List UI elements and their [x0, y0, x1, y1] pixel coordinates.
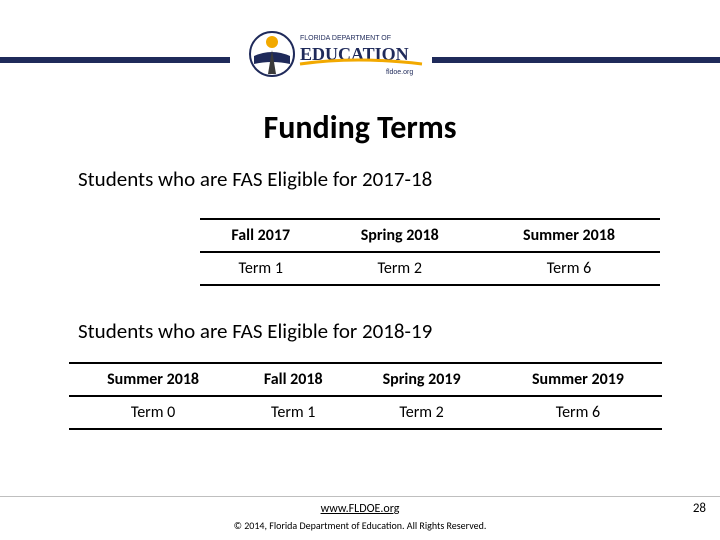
col-header: Summer 2019 [494, 363, 662, 396]
table-row: Term 0 Term 1 Term 2 Term 6 [69, 396, 662, 429]
header-rule-left [0, 57, 230, 63]
term-cell: Term 6 [478, 252, 660, 285]
footer-link[interactable]: www.FLDOE.org [0, 502, 720, 516]
col-header: Summer 2018 [69, 363, 237, 396]
footer-rule [0, 496, 720, 497]
col-header: Spring 2019 [349, 363, 494, 396]
section1-heading: Students who are FAS Eligible for 2017-1… [78, 166, 432, 192]
term-cell: Term 6 [494, 396, 662, 429]
logo-sub-text: fldoe.org [386, 69, 413, 76]
logo-top-text: FLORIDA DEPARTMENT OF [300, 35, 391, 42]
col-header: Fall 2018 [237, 363, 349, 396]
slide: FLORIDA DEPARTMENT OF EDUCATION fldoe.or… [0, 0, 720, 540]
footer: www.FLDOE.org © 2014, Florida Department… [0, 496, 720, 540]
term-cell: Term 1 [237, 396, 349, 429]
table-row: Fall 2017 Spring 2018 Summer 2018 [200, 219, 660, 252]
col-header: Summer 2018 [478, 219, 660, 252]
page-number: 28 [693, 501, 706, 516]
table-row: Term 1 Term 2 Term 6 [200, 252, 660, 285]
col-header: Fall 2017 [200, 219, 321, 252]
term-cell: Term 2 [321, 252, 478, 285]
col-header: Spring 2018 [321, 219, 478, 252]
term-cell: Term 1 [200, 252, 321, 285]
footer-copyright: © 2014, Florida Department of Education.… [0, 519, 720, 532]
section1-table: Fall 2017 Spring 2018 Summer 2018 Term 1… [200, 218, 660, 286]
section2-heading: Students who are FAS Eligible for 2018-1… [78, 318, 432, 344]
term-cell: Term 0 [69, 396, 237, 429]
fldoe-logo: FLORIDA DEPARTMENT OF EDUCATION fldoe.or… [246, 16, 426, 91]
header-rule-right [432, 57, 720, 63]
section2-table: Summer 2018 Fall 2018 Spring 2019 Summer… [69, 362, 662, 430]
table-row: Summer 2018 Fall 2018 Spring 2019 Summer… [69, 363, 662, 396]
term-cell: Term 2 [349, 396, 494, 429]
page-title: Funding Terms [0, 108, 720, 147]
